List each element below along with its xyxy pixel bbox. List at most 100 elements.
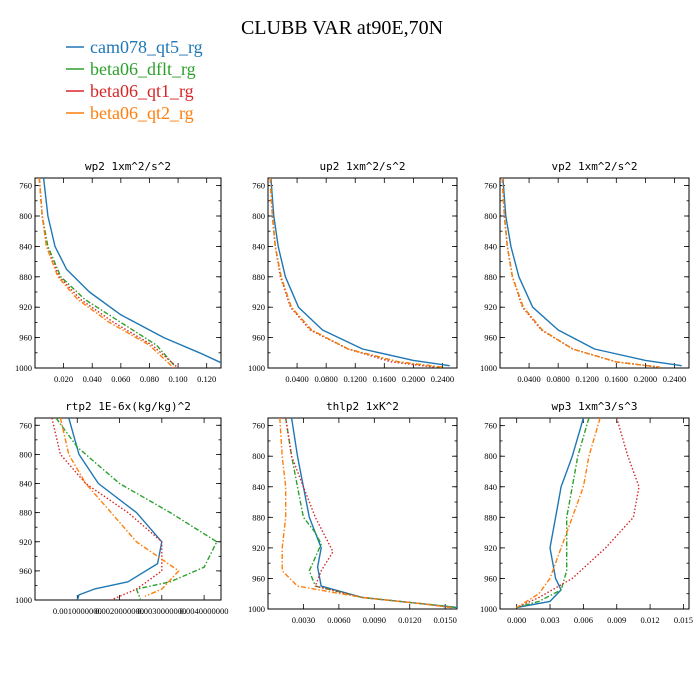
legend: cam078_qt5_rg beta06_dflt_rg beta06_qt1_… [66,37,203,123]
x-tick-label: 0.0120 [398,615,421,625]
plot-frame [34,177,222,369]
y-tick-label: 880 [19,508,32,518]
y-tick-label: 920 [19,302,32,312]
y-tick-label: 760 [19,420,32,430]
y-tick-label: 880 [252,512,265,522]
x-tick-label: 0.0400 [517,374,540,384]
series-line-cam078-qt5-rg [270,178,450,367]
series-group [51,418,218,600]
x-tick-label: 0.0800 [314,374,337,384]
panel-3: vp2 1xm^2/s^2 760 800 840 880 920 960 1000 0.040… [480,160,690,384]
panel-title: vp2 1xm^2/s^2 [551,160,637,173]
legend-label-cam078-qt5-rg: cam078_qt5_rg [90,37,203,57]
y-tick-label: 960 [19,566,32,576]
y-tick-label: 1000 [15,363,32,373]
y-tick-label: 920 [19,537,32,547]
y-tick-label: 840 [19,479,32,489]
legend-label-beta06-qt2-rg: beta06_qt2_rg [90,103,194,123]
x-tick-label: 0.2000 [634,374,657,384]
series-line-cam078-qt5-rg [502,178,682,367]
series-line-cam078-qt5-rg [42,178,221,364]
legend-label-beta06-dflt-rg: beta06_dflt_rg [90,59,196,79]
y-tick-label: 800 [19,211,32,221]
series-line-beta06-qt2-rg [516,418,601,609]
y-tick-label: 760 [252,421,265,431]
x-tick-label: 0.0010000000 [53,606,102,616]
series-group [516,418,640,609]
series-line-cam078-qt5-rg [68,418,163,600]
y-tick-label: 840 [252,482,265,492]
y-tick-label: 960 [484,573,497,583]
x-tick-label: 0.012 [641,615,660,625]
series-line-beta06-qt1-rg [51,418,163,600]
plot-frame [267,417,458,610]
y-tick-label: 760 [484,421,497,431]
series-line-beta06-qt1-rg [516,418,640,609]
x-tick-label: 0.1600 [373,374,396,384]
x-tick-label: 0.0030000000 [137,606,186,616]
x-tick-label: 0.000 [507,615,526,625]
figure-title: CLUBB VAR at90E,70N [241,17,443,39]
series-line-beta06-qt2-rg [59,418,180,598]
y-tick-label: 920 [252,543,265,553]
series-group [279,418,457,609]
x-tick-label: 0.006 [574,615,593,625]
y-tick-label: 960 [252,573,265,583]
plot-frame [499,177,690,369]
plot-frame [499,417,690,610]
y-tick-label: 880 [19,272,32,282]
x-tick-label: 0.015 [674,615,693,625]
x-tick-label: 0.1200 [576,374,599,384]
panel-5: thlp2 1xK^2 760 800 840 880 920 960 1000 0.0030 0… [248,400,458,625]
panel-2: up2 1xm^2/s^2 760 800 840 880 920 960 1000 0.040… [248,160,458,384]
x-tick-label: 0.009 [607,615,626,625]
series-line-beta06-dflt-rg [501,178,660,368]
panel-title: wp2 1xm^2/s^2 [85,160,171,173]
series-line-beta06-dflt-rg [516,418,590,609]
series-line-beta06-qt1-rg [38,178,179,368]
series-group [269,178,450,368]
y-tick-label: 800 [252,211,265,221]
series-line-beta06-dflt-rg [38,178,176,367]
y-tick-label: 840 [252,241,265,251]
x-tick-label: 0.080 [140,374,159,384]
x-tick-label: 0.0090 [363,615,386,625]
series-line-beta06-dflt-rg [55,418,218,600]
y-tick-label: 800 [252,451,265,461]
y-tick-label: 920 [484,543,497,553]
legend-label-beta06-qt1-rg: beta06_qt1_rg [90,81,194,101]
y-tick-label: 960 [19,333,32,343]
x-tick-label: 0.020 [54,374,73,384]
x-tick-label: 0.040 [83,374,102,384]
y-tick-label: 880 [484,512,497,522]
panels: wp2 1xm^2/s^2 760 800 840 880 920 960 1000 0.020… [15,160,693,625]
y-tick-label: 960 [252,333,265,343]
y-tick-label: 1000 [480,604,497,614]
x-tick-label: 0.0020000000 [95,606,144,616]
series-line-beta06-qt2-rg [38,178,175,368]
y-tick-label: 920 [252,302,265,312]
y-tick-label: 760 [484,181,497,191]
panel-4: rtp2 1E-6x(kg/kg)^2 760 800 840 880 920 960 100… [15,400,229,616]
y-tick-label: 960 [484,333,497,343]
x-tick-label: 0.2400 [431,374,454,384]
y-tick-label: 800 [19,449,32,459]
y-tick-label: 840 [19,241,32,251]
panel-title: rtp2 1E-6x(kg/kg)^2 [65,400,191,413]
x-tick-label: 0.0800 [546,374,569,384]
series-group [38,178,221,368]
x-tick-label: 0.120 [197,374,216,384]
panel-title: wp3 1xm^3/s^3 [551,400,637,413]
panel-1: wp2 1xm^2/s^2 760 800 840 880 920 960 1000 0.020… [15,160,222,384]
plot-frame [267,177,458,369]
y-tick-label: 880 [252,272,265,282]
series-line-beta06-qt2-rg [279,418,452,609]
series-line-cam078-qt5-rg [290,418,457,609]
y-tick-label: 1000 [248,604,265,614]
series-line-beta06-dflt-rg [285,418,457,609]
y-tick-label: 840 [484,482,497,492]
x-tick-label: 0.0030 [292,615,315,625]
series-line-beta06-qt1-rg [269,178,436,368]
series-line-cam078-qt5-rg [516,418,585,609]
